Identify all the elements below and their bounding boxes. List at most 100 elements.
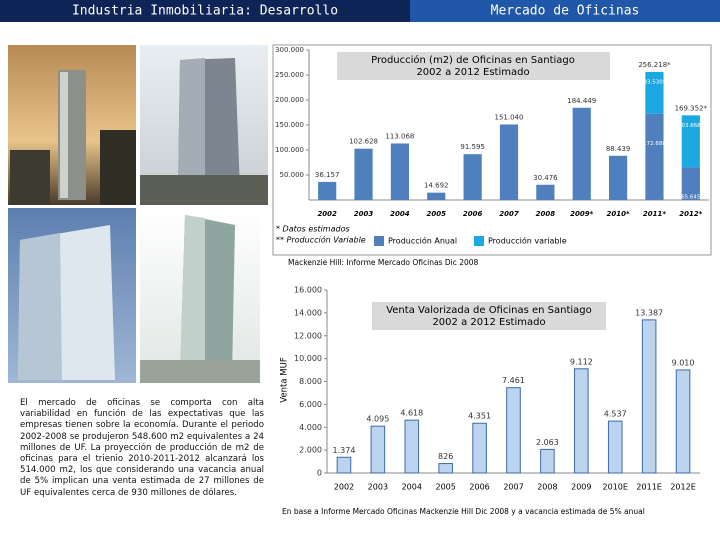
x-tick-label: 2004 (402, 483, 422, 492)
chart-title-box (337, 52, 610, 80)
chart-title: Venta Valorizada de Oficinas en Santiago (386, 305, 592, 316)
bar (645, 113, 664, 200)
y-tick-label: 150.000 (275, 121, 304, 129)
bar (572, 107, 591, 200)
bar (427, 192, 446, 200)
data-label: 103.668* (678, 123, 704, 129)
bar (609, 155, 628, 200)
data-label: 4.095 (366, 415, 389, 424)
bar (463, 154, 482, 200)
photo (140, 45, 268, 205)
y-tick-label: 2.000 (299, 446, 322, 455)
note: ** Producción Variable (276, 235, 366, 245)
y-tick-label: 250.000 (275, 71, 304, 79)
data-label: 102.628 (349, 138, 378, 146)
data-label: 9.112 (570, 357, 593, 366)
legend-swatch (374, 236, 384, 246)
bar (681, 115, 700, 168)
data-label: 65.645 (681, 195, 701, 201)
x-tick-label: 2007 (499, 210, 519, 218)
bar (641, 319, 657, 474)
y-tick-label: 14.000 (294, 308, 322, 317)
bar (574, 368, 589, 474)
x-tick-label: 2009* (570, 210, 593, 218)
bar (607, 420, 623, 474)
legend-label: Producción Anual (388, 236, 457, 246)
chart-title: 2002 a 2012 Estimado (432, 317, 545, 328)
chart-title: Producción (m2) de Oficinas en Santiago (371, 54, 575, 66)
header-left-bg (0, 0, 410, 22)
y-tick-label: 10.000 (294, 354, 322, 363)
header-right: Mercado de Oficinas (491, 4, 640, 19)
photo (8, 45, 136, 205)
bar (336, 456, 352, 474)
photo (8, 208, 136, 383)
x-tick-label: 2005 (436, 483, 456, 492)
bar (645, 71, 664, 114)
data-label: 14.692 (424, 182, 449, 190)
legend-label: Producción variable (488, 236, 567, 246)
header-left: Industria Inmobiliaria: Desarrollo (72, 4, 338, 19)
y-axis-label: Venta MUF (280, 357, 290, 403)
x-tick-label: 2003 (354, 210, 374, 218)
data-label: 826 (438, 452, 453, 461)
y-tick-label: 100.000 (275, 146, 304, 154)
data-label: 13.387 (635, 308, 663, 317)
bar (536, 184, 555, 200)
data-label: 83.530* (643, 79, 665, 85)
bar (499, 124, 519, 200)
header-right-bg (410, 0, 720, 22)
chart-title: 2002 a 2012 Estimado (416, 67, 529, 78)
data-label: 2.063 (536, 438, 559, 447)
data-label: 88.439 (606, 145, 631, 153)
y-tick-label: 8.000 (299, 377, 322, 386)
bar (370, 425, 386, 474)
y-tick-label: 6.000 (299, 400, 322, 409)
y-tick-label: 12.000 (294, 331, 322, 340)
bar (681, 167, 700, 200)
bar (404, 419, 420, 474)
bar (354, 148, 373, 200)
bar (540, 448, 555, 474)
data-label: 172.688 (643, 141, 666, 147)
bar (390, 143, 409, 200)
y-tick-label: 300.000 (275, 46, 304, 54)
x-tick-label: 2009 (571, 483, 591, 492)
data-label: 4.537 (604, 410, 627, 419)
data-label: 9.010 (672, 358, 695, 367)
total-label: 169.352* (675, 104, 708, 112)
x-tick-label: 2012* (679, 210, 702, 218)
x-tick-label: 2008 (537, 483, 557, 492)
bar (438, 463, 453, 474)
source: En base a Informe Mercado Oficinas Macke… (282, 507, 645, 516)
y-tick-label: 16.000 (294, 286, 322, 295)
x-tick-label: 2011* (643, 210, 666, 218)
x-tick-label: 2008 (536, 210, 556, 218)
x-tick-label: 2003 (368, 483, 388, 492)
y-tick-label: 50.000 (280, 171, 305, 179)
x-tick-label: 2012E (670, 483, 695, 492)
x-tick-label: 2005 (427, 210, 447, 218)
x-tick-label: 2002 (317, 210, 337, 218)
note: * Datos estimados (276, 225, 350, 234)
body-text: El mercado de oficinas se comporta con a… (20, 398, 264, 498)
data-label: 30.476 (533, 174, 558, 182)
x-tick-label: 2010* (607, 210, 630, 218)
data-label: 151.040 (495, 113, 524, 121)
data-label: 1.374 (333, 446, 356, 455)
data-label: 113.068 (385, 132, 414, 140)
bar (318, 181, 337, 200)
x-tick-label: 2006 (469, 483, 489, 492)
x-tick-label: 2002 (334, 483, 354, 492)
x-tick-label: 2010E (603, 483, 628, 492)
x-tick-label: 2007 (503, 483, 523, 492)
data-label: 4.351 (468, 412, 491, 421)
source: Mackenzie Hill: Informe Mercado Oficinas… (288, 258, 479, 267)
data-label: 184.449 (567, 97, 596, 105)
legend-swatch (474, 236, 484, 246)
x-tick-label: 2004 (390, 210, 410, 218)
data-label: 7.461 (502, 376, 525, 385)
data-label: 91.595 (460, 143, 485, 151)
